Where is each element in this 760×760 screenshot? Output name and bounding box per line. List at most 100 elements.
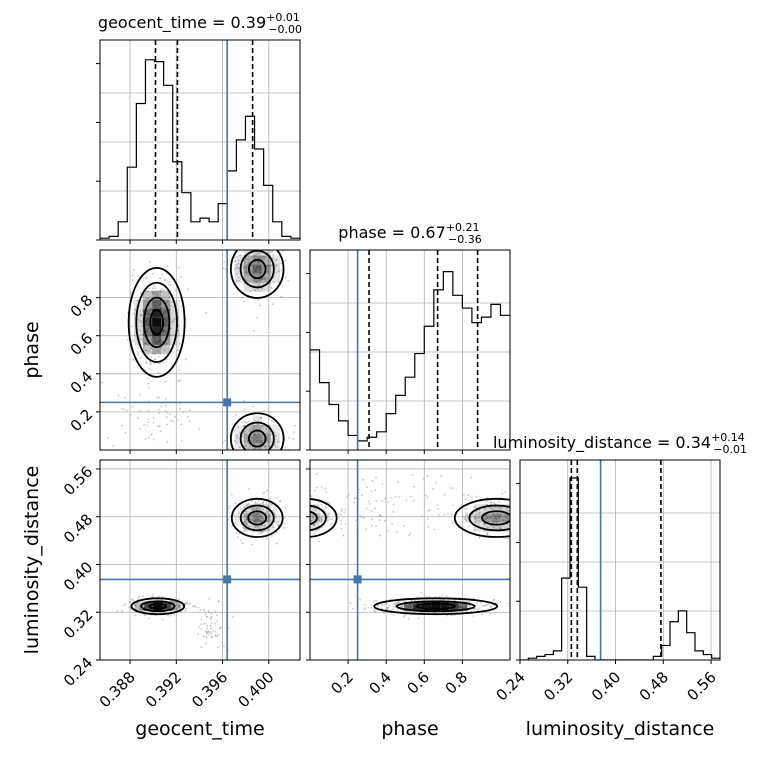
sample-point xyxy=(305,493,307,495)
sample-point xyxy=(214,610,217,613)
sample-point xyxy=(268,502,271,505)
sample-point xyxy=(287,279,290,282)
sample-point xyxy=(260,520,262,523)
x-tick-label: 0.4 xyxy=(365,668,395,698)
density-cell xyxy=(501,513,510,523)
truth-marker xyxy=(353,575,362,584)
sample-point xyxy=(234,502,237,505)
density-cell xyxy=(252,522,262,532)
sample-point xyxy=(387,529,390,532)
sample-point xyxy=(282,526,284,528)
sample-point xyxy=(166,265,169,268)
contour xyxy=(239,504,275,532)
sample-point xyxy=(206,631,209,634)
sample-point xyxy=(203,610,206,612)
density-cell xyxy=(243,273,253,283)
sample-point xyxy=(144,342,147,345)
sample-point xyxy=(235,436,238,439)
sample-point xyxy=(222,267,225,270)
density-cell xyxy=(270,513,280,523)
sample-point xyxy=(353,497,356,500)
sample-point xyxy=(526,523,528,525)
sample-point xyxy=(469,606,472,608)
sample-point xyxy=(261,439,264,442)
sample-point xyxy=(260,533,262,535)
sample-point xyxy=(453,614,456,617)
truth-marker xyxy=(223,398,232,407)
sample-point xyxy=(243,260,246,262)
sample-point xyxy=(462,515,465,518)
sample-point xyxy=(185,602,188,605)
sample-point xyxy=(516,516,518,518)
sample-point xyxy=(179,606,181,609)
sample-point xyxy=(273,443,276,446)
sample-point xyxy=(385,608,388,611)
sample-point xyxy=(200,646,203,649)
sample-point xyxy=(533,514,535,516)
sample-point xyxy=(243,399,246,402)
contour xyxy=(248,259,267,280)
sample-point xyxy=(518,504,520,506)
sample-point xyxy=(148,386,151,389)
sample-point xyxy=(245,528,248,531)
sample-point xyxy=(238,446,241,449)
sample-point xyxy=(167,614,170,617)
sample-point xyxy=(162,289,165,292)
sample-point xyxy=(266,433,269,436)
sample-point xyxy=(284,439,286,441)
sample-point xyxy=(236,451,238,453)
sample-point xyxy=(267,510,270,513)
sample-point xyxy=(262,255,265,258)
sample-point xyxy=(261,277,263,280)
sample-point xyxy=(440,475,442,478)
sample-point xyxy=(207,630,210,633)
sample-point xyxy=(248,261,251,264)
sample-point xyxy=(255,519,257,521)
sample-point xyxy=(427,526,430,528)
sample-point xyxy=(251,507,253,510)
sample-point xyxy=(375,525,377,527)
sample-point xyxy=(473,515,476,518)
sample-point xyxy=(179,408,181,410)
sample-point xyxy=(422,478,425,480)
sample-point xyxy=(375,599,378,602)
sample-point xyxy=(139,329,141,332)
sample-point xyxy=(326,516,329,519)
sample-point xyxy=(254,289,257,292)
sample-point xyxy=(496,506,499,508)
sample-point xyxy=(260,256,263,259)
sample-point xyxy=(251,255,253,258)
sample-point xyxy=(264,524,266,527)
sample-point xyxy=(124,431,127,434)
sample-point xyxy=(493,598,495,601)
sample-point xyxy=(255,507,258,510)
sample-point xyxy=(251,436,254,439)
density-cell xyxy=(261,255,271,265)
sample-point xyxy=(413,485,416,488)
sample-point xyxy=(371,524,373,527)
density-cell xyxy=(261,443,271,450)
sample-point xyxy=(257,512,260,515)
sample-point xyxy=(281,250,284,252)
sample-point xyxy=(281,268,283,271)
sample-point xyxy=(122,604,125,607)
sample-point xyxy=(492,521,495,524)
sample-point xyxy=(261,425,264,428)
sample-point xyxy=(161,618,164,621)
sample-point xyxy=(468,601,471,603)
sample-point xyxy=(254,519,257,522)
sample-point xyxy=(269,282,271,285)
sample-point xyxy=(514,518,516,520)
sample-point xyxy=(145,297,148,300)
sample-point xyxy=(266,436,269,439)
sample-point xyxy=(384,497,387,500)
sample-point xyxy=(464,498,467,501)
sample-point xyxy=(177,606,180,609)
sample-point xyxy=(261,278,264,280)
sample-point xyxy=(129,601,132,604)
sample-point xyxy=(257,284,260,287)
sample-point xyxy=(274,434,277,437)
sample-point xyxy=(523,513,525,515)
sample-point xyxy=(255,514,257,517)
sample-point xyxy=(266,511,268,514)
